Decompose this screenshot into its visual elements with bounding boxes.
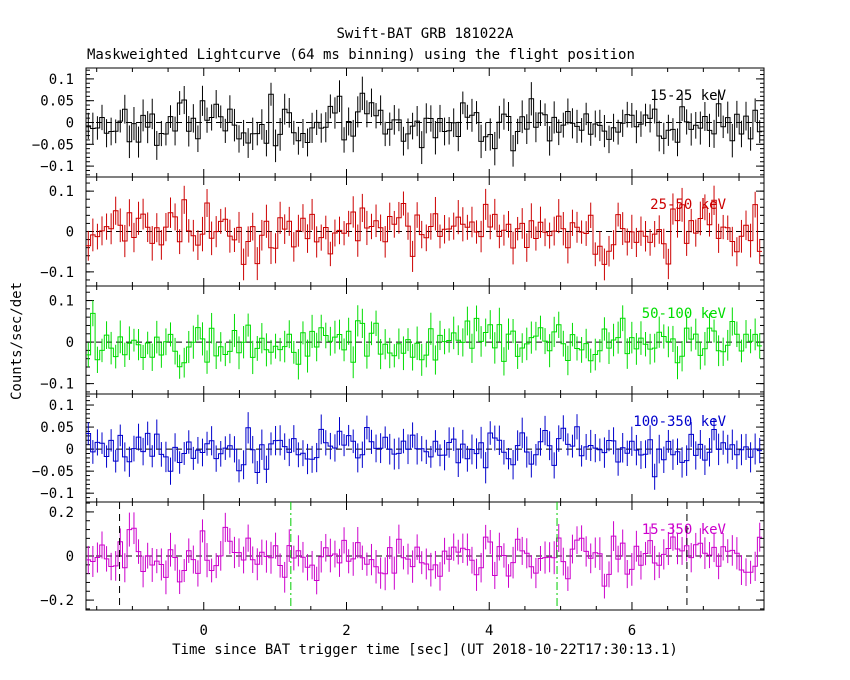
panel-1: 0.1 0.05 0 −0.05 −0.1 15-25 keV [32,67,765,178]
y-tick-label: 0.05 [40,420,74,436]
series-line [86,199,762,265]
y-tick-label: −0.1 [40,159,74,175]
series-label: 50-100 keV [642,306,727,322]
y-tick-label: 0.1 [49,398,74,414]
x-tick-label: 0 [200,623,208,639]
series-line [86,312,762,368]
panel-5: 0.2 0 −0.2 15-350 keV [40,501,765,611]
y-tick-label: −0.1 [40,265,74,281]
y-tick-label: 0.05 [40,94,74,110]
series-line [86,526,762,587]
x-tick-label: 6 [628,623,636,639]
y-tick-label: 0 [66,116,74,132]
panel-4: 0.1 0.05 0 −0.05 −0.1 100-350 keV [32,393,765,503]
series-label: 15-350 keV [642,522,727,538]
panel-frame [85,393,765,503]
y-tick-label: 0.1 [49,72,74,88]
y-tick-label: −0.1 [40,377,74,393]
x-tick-label: 4 [485,623,493,639]
y-tick-label: 0.1 [49,294,74,310]
chart-subtitle: Maskweighted Lightcurve (64 ms binning) … [87,47,635,63]
y-axis-label: Counts/sec/det [9,282,25,400]
series-line [86,426,762,478]
y-tick-label: 0 [66,549,74,565]
y-tick-label: −0.05 [32,464,74,480]
panel-3: 0.1 0 −0.1 50-100 keV [40,285,765,395]
series-label: 100-350 keV [633,414,726,430]
x-axis-label: Time since BAT trigger time [sec] (UT 20… [172,642,678,658]
series-line [86,92,762,152]
y-tick-label: −0.05 [32,137,74,153]
y-tick-label: 0 [66,442,74,458]
y-tick-label: 0 [66,225,74,241]
y-tick-label: −0.2 [40,593,74,609]
y-tick-label: 0 [66,335,74,351]
series-label: 25-50 keV [650,197,726,213]
series-label: 15-25 keV [650,88,726,104]
panel-2: 0.1 0 −0.1 25-50 keV [40,176,765,287]
y-tick-label: −0.1 [40,486,74,502]
y-tick-label: 0.1 [49,184,74,200]
y-tick-label: 0.2 [49,505,74,521]
chart-title: Swift-BAT GRB 181022A [336,26,514,42]
panel-frame [85,285,765,395]
x-tick-label: 2 [342,623,350,639]
panels-group: 0.1 0.05 0 −0.05 −0.1 15-25 keV 0.1 0 −0.1 25-50 … [32,67,765,639]
